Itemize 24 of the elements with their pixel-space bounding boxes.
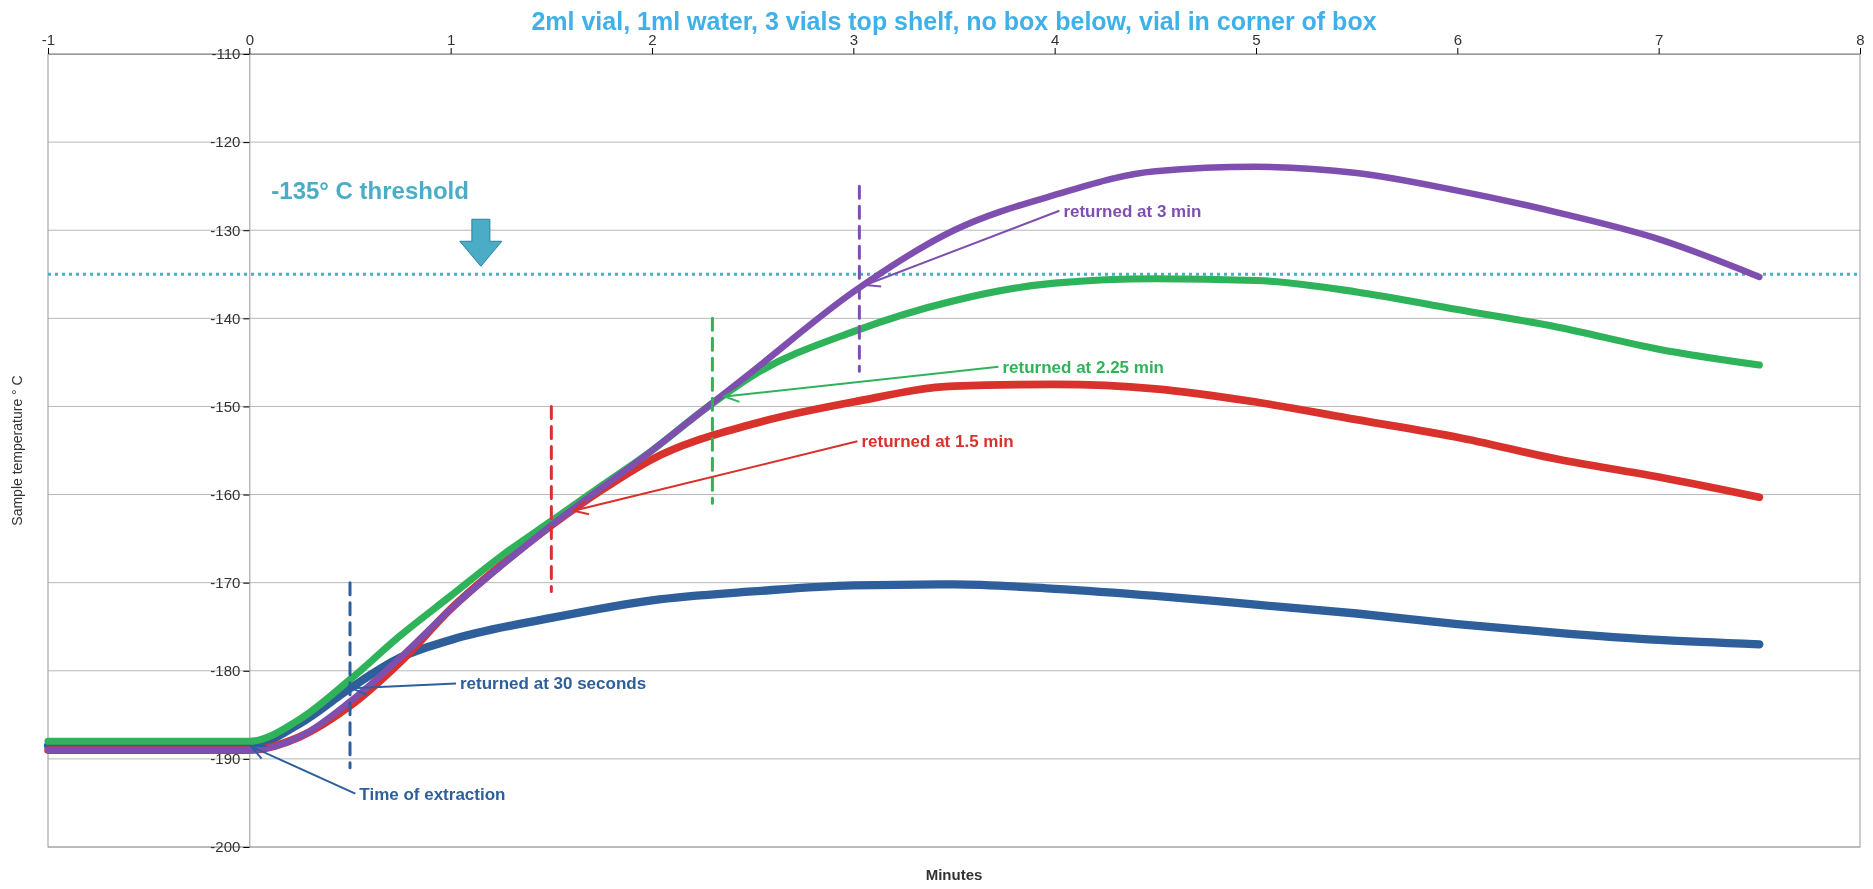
- y-tick-label: -190: [210, 750, 241, 768]
- annotation: returned at 2.25 min: [1002, 357, 1165, 377]
- y-tick-label: -150: [210, 397, 241, 415]
- y-tick-label: -170: [210, 573, 241, 591]
- y-tick-label: -110: [211, 45, 241, 63]
- annotation: returned at 3 min: [1063, 201, 1202, 221]
- annotation: returned at 1.5 min: [861, 432, 1014, 452]
- x-axis-title: Minutes: [925, 866, 983, 883]
- annotation: Time of extraction: [359, 784, 506, 804]
- y-tick-label: -200: [210, 838, 241, 856]
- x-tick-label: -1: [41, 31, 56, 48]
- x-tick-label: 6: [1453, 31, 1463, 48]
- x-tick-label: 1: [446, 31, 456, 48]
- annotation: returned at 30 seconds: [460, 674, 647, 694]
- y-tick-label: -130: [210, 221, 241, 239]
- y-axis-title: Sample temperature ° C: [9, 375, 25, 526]
- y-tick-label: -160: [210, 485, 241, 503]
- x-tick-label: 7: [1654, 31, 1664, 48]
- y-tick-label: -120: [210, 133, 241, 151]
- x-tick-label: 8: [1856, 31, 1865, 48]
- y-tick-label: -140: [210, 309, 241, 327]
- ref-line-label: -135° C threshold: [271, 177, 469, 205]
- y-tick-label: -180: [210, 662, 241, 680]
- x-tick-label: 0: [245, 31, 255, 48]
